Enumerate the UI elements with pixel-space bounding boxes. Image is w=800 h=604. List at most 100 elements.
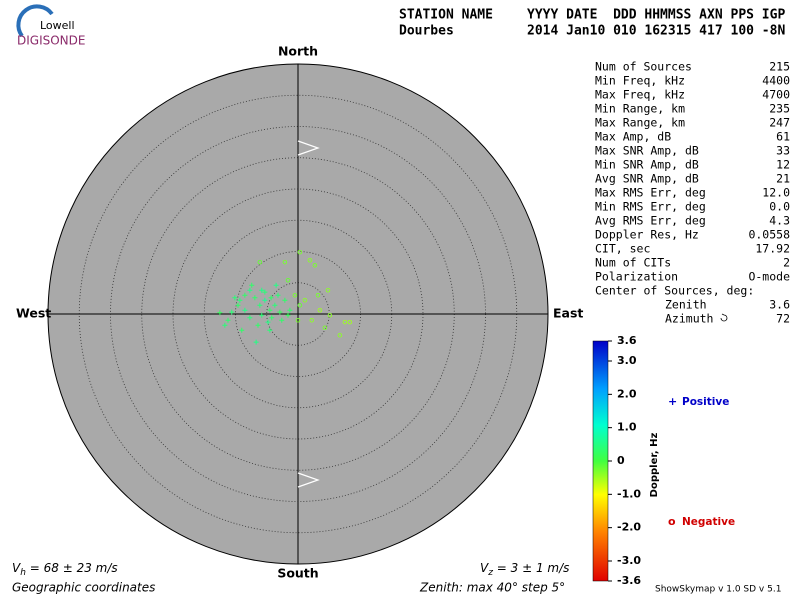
dir-south: South bbox=[277, 566, 318, 581]
stat-label: Min SNR Amp, dB bbox=[595, 158, 699, 172]
source-negative bbox=[307, 258, 313, 263]
source-positive bbox=[267, 307, 273, 313]
stat-label: Max RMS Err, deg bbox=[595, 186, 706, 200]
header-label: STATION NAME bbox=[399, 8, 493, 23]
source-positive bbox=[287, 307, 293, 313]
stat-value: 215 bbox=[769, 60, 790, 74]
source-positive bbox=[269, 315, 275, 321]
stat-value: 4.3 bbox=[769, 214, 790, 228]
stat-value: 0.0 bbox=[769, 200, 790, 214]
center-row-label: Zenith bbox=[665, 298, 707, 312]
source-positive bbox=[262, 297, 268, 303]
colorbar-tick-label: -2.0 bbox=[617, 521, 641, 534]
vz-symbol: V bbox=[480, 561, 489, 575]
source-positive bbox=[272, 302, 278, 308]
source-positive bbox=[259, 312, 265, 318]
stat-label: Min Range, km bbox=[595, 102, 685, 116]
colorbar-tick-label: -1.0 bbox=[617, 487, 641, 500]
dir-west: West bbox=[16, 306, 51, 321]
stat-label: Max SNR Amp, dB bbox=[595, 144, 699, 158]
source-positive bbox=[267, 327, 273, 333]
source-negative bbox=[257, 259, 263, 265]
source-negative bbox=[315, 293, 321, 298]
source-positive bbox=[275, 292, 281, 298]
colorbar bbox=[592, 340, 609, 582]
colorbar-tick-label: -3.0 bbox=[617, 554, 641, 567]
vh-sub: h bbox=[20, 568, 26, 578]
header-fields: 2014 Jan10 010 162315 417 100 -8N bbox=[527, 24, 785, 39]
stat-value: 61 bbox=[776, 130, 790, 144]
stat-value: 4400 bbox=[762, 74, 790, 88]
source-positive bbox=[262, 289, 268, 295]
source-positive bbox=[242, 292, 248, 298]
center-label: Center of Sources, deg: bbox=[595, 284, 754, 298]
source-negative bbox=[297, 303, 303, 308]
header-station: Dourbes bbox=[399, 24, 454, 39]
legend-label: Negative bbox=[682, 516, 735, 528]
stat-label: Avg SNR Amp, dB bbox=[595, 172, 699, 186]
legend-marker: + bbox=[668, 395, 677, 408]
legend-marker: o bbox=[668, 515, 676, 528]
source-positive bbox=[282, 297, 288, 303]
center-row-value: 72 bbox=[776, 312, 790, 326]
logo-top: Lowell bbox=[40, 19, 75, 32]
stat-value: 4700 bbox=[762, 88, 790, 102]
source-positive bbox=[277, 309, 283, 315]
stat-label: Max Range, km bbox=[595, 116, 685, 130]
stat-value: 33 bbox=[776, 144, 790, 158]
stat-value: 0.0558 bbox=[748, 228, 790, 242]
source-negative bbox=[282, 259, 288, 265]
stat-value: 247 bbox=[769, 116, 790, 130]
logo: Lowell DIGISONDE bbox=[16, 4, 85, 48]
colorbar-tick-label: 1.0 bbox=[617, 421, 637, 434]
source-negative bbox=[312, 263, 318, 268]
stat-value: 12.0 bbox=[762, 186, 790, 200]
source-negative bbox=[285, 278, 291, 283]
source-positive bbox=[273, 282, 279, 288]
source-positive bbox=[217, 310, 223, 316]
stat-label: Polarization bbox=[595, 270, 678, 284]
stat-value: 17.92 bbox=[755, 242, 790, 256]
stat-label: Doppler Res, Hz bbox=[595, 228, 699, 242]
source-negative bbox=[342, 319, 348, 325]
source-positive bbox=[279, 317, 285, 323]
center-row-label: Azimuth bbox=[665, 312, 713, 326]
source-positive bbox=[229, 309, 235, 315]
source-negative bbox=[347, 319, 353, 325]
stat-value: 21 bbox=[776, 172, 790, 186]
vz-sub: z bbox=[487, 568, 493, 578]
source-positive bbox=[249, 282, 255, 288]
stat-label: CIT, sec bbox=[595, 242, 650, 256]
source-positive bbox=[235, 302, 241, 308]
stat-label: Num of CITs bbox=[595, 256, 671, 270]
south-chevron bbox=[297, 472, 320, 488]
stat-value: 2 bbox=[783, 256, 790, 270]
logo-swirl bbox=[16, 4, 54, 38]
stat-label: Max Amp, dB bbox=[595, 130, 671, 144]
source-positive bbox=[285, 312, 291, 318]
stat-label: Max Freq, kHz bbox=[595, 88, 685, 102]
source-negative bbox=[317, 308, 323, 313]
source-positive bbox=[255, 322, 261, 328]
zenith-note: Zenith: max 40° step 5° bbox=[419, 581, 565, 595]
source-positive bbox=[237, 297, 243, 303]
source-positive bbox=[225, 317, 231, 323]
vh-text: = 68 ± 23 m/s bbox=[26, 561, 118, 575]
source-positive bbox=[252, 295, 258, 301]
source-positive bbox=[247, 315, 253, 321]
stat-label: Avg RMS Err, deg bbox=[595, 214, 706, 228]
source-negative bbox=[309, 318, 315, 323]
coords: Geographic coordinates bbox=[12, 581, 155, 595]
stat-label: Min Freq, kHz bbox=[595, 74, 685, 88]
colorbar-tick-label: 2.0 bbox=[617, 387, 637, 400]
colorbar-tick-label: -3.6 bbox=[617, 574, 641, 587]
azimuth-icon bbox=[720, 313, 728, 322]
header-fields-label: YYYY DATE DDD HHMMSS AXN PPS IGP bbox=[527, 8, 785, 23]
center-row-value: 3.6 bbox=[769, 298, 790, 312]
source-negative bbox=[327, 313, 333, 318]
source-positive bbox=[222, 322, 228, 328]
source-positive bbox=[268, 295, 274, 301]
source-positive bbox=[239, 327, 245, 333]
vz: Vz = 3 ± 1 m/s bbox=[480, 561, 569, 578]
source-positive bbox=[265, 319, 271, 325]
